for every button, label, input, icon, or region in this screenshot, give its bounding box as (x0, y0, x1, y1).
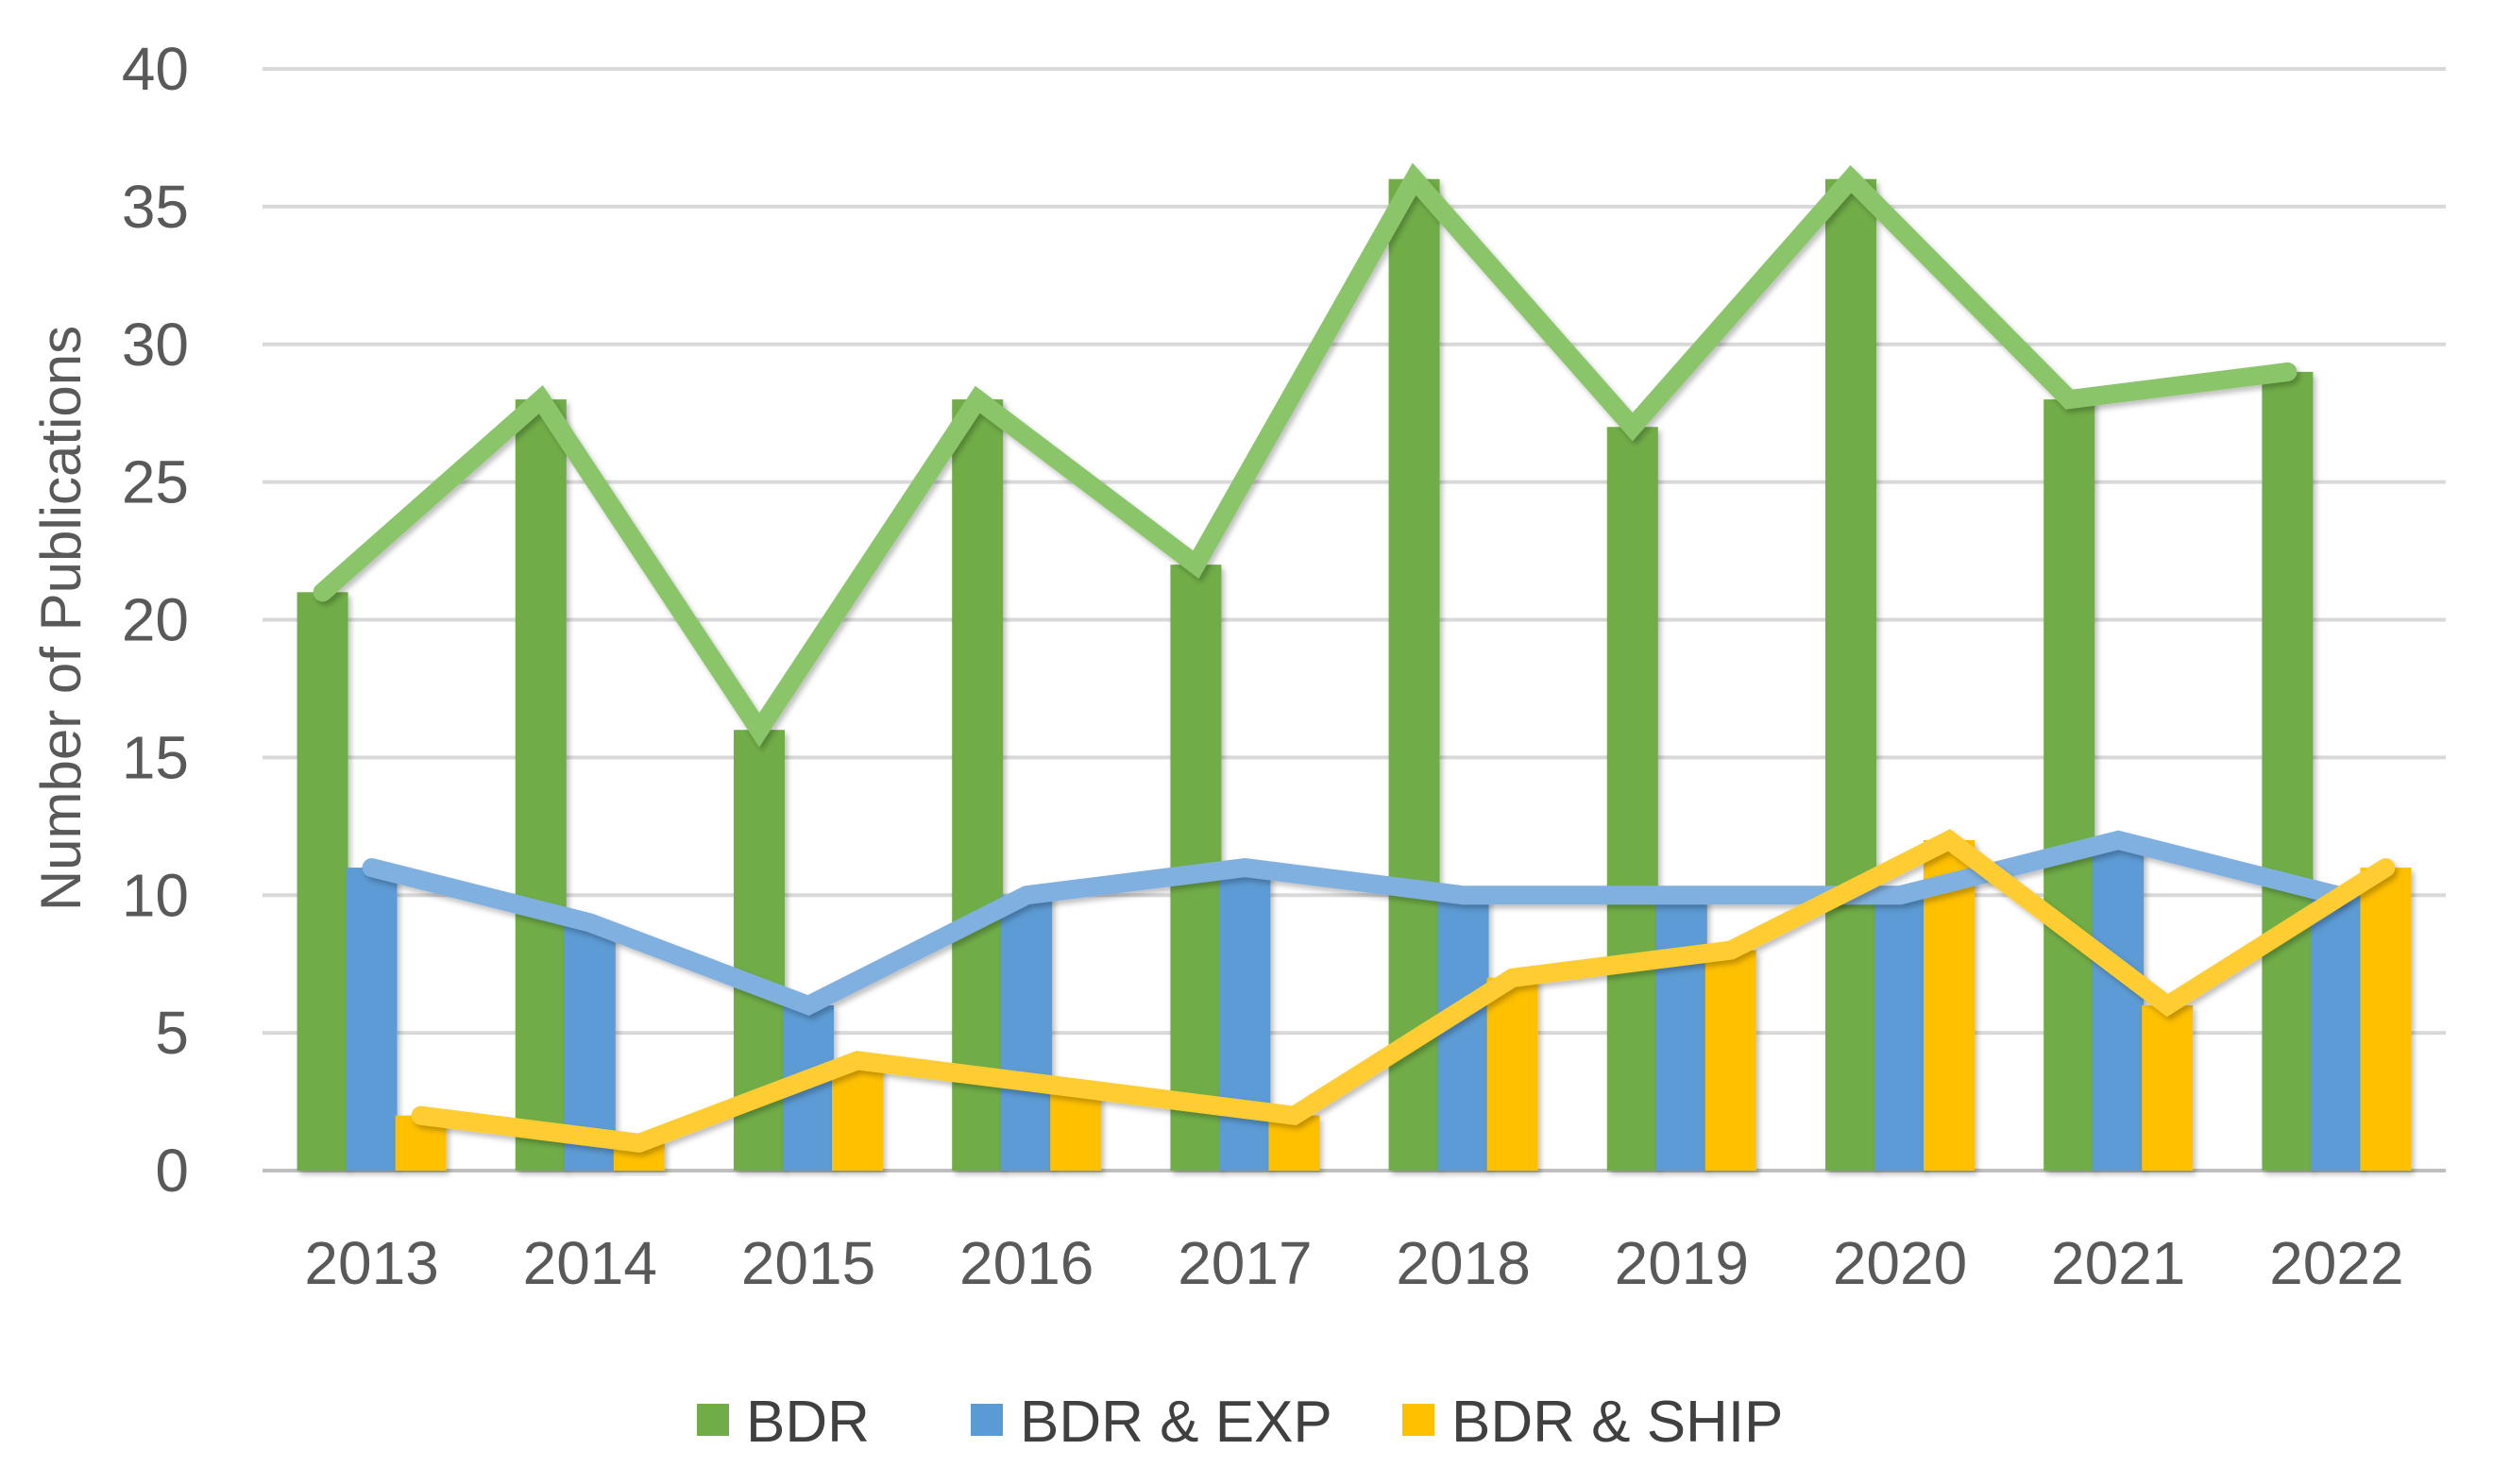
x-tick-label: 2018 (1396, 1229, 1530, 1297)
y-tick-label: 5 (155, 999, 189, 1067)
trend-line-bdr-ship (411, 829, 2396, 1154)
bar-bdr-exp-2017 (1219, 868, 1271, 1171)
x-tick-label: 2016 (959, 1229, 1094, 1297)
bar-bdr-exp-2016 (1001, 895, 1053, 1171)
x-axis-ticks: 2013 2014 2015 2016 2017 2018 2019 2020 2021 2022 (304, 1229, 2403, 1297)
bar-bdr-2016 (952, 399, 1004, 1172)
legend-label: BDR (746, 1390, 870, 1455)
bar-bdr-2018 (1388, 178, 1440, 1172)
bar-bdr-2019 (1606, 427, 1658, 1171)
bar-bdr-ship-2015 (832, 1060, 883, 1171)
y-tick-label: 30 (122, 311, 189, 379)
bar-bdr-2020 (1825, 178, 1876, 1172)
bar-bdr-exp-2020 (1874, 895, 1925, 1171)
y-tick-label: 10 (122, 861, 189, 929)
y-tick-label: 25 (122, 448, 189, 516)
bar-bdr-2013 (297, 592, 348, 1171)
x-tick-label: 2020 (1833, 1229, 1967, 1297)
legend-label: BDR & EXP (1020, 1390, 1332, 1455)
bar-bdr-ship-2019 (1704, 950, 1756, 1171)
bar-bdr-exp-2019 (1655, 895, 1707, 1171)
bar-bdr-2022 (2262, 371, 2314, 1171)
y-tick-label: 35 (122, 173, 189, 241)
legend-swatch (697, 1404, 729, 1436)
bar-bdr-ship-2021 (2142, 1004, 2194, 1171)
x-tick-label: 2015 (741, 1229, 875, 1297)
bar-bdr-ship-2022 (2360, 868, 2412, 1171)
trend-line-bdr (313, 162, 2298, 748)
legend-swatch (971, 1404, 1003, 1436)
y-tick-label: 15 (122, 723, 189, 791)
x-tick-label: 2021 (2051, 1229, 2185, 1297)
x-tick-label: 2019 (1615, 1229, 1749, 1297)
bar-bdr-exp-2013 (346, 868, 398, 1171)
y-axis-ticks: 0 5 10 15 20 25 30 35 40 (122, 35, 189, 1205)
legend-label: BDR & SHIP (1451, 1390, 1783, 1455)
bar-bdr-exp-2018 (1437, 895, 1489, 1171)
gridlines (263, 67, 2446, 1172)
bar-bdr-ship-2018 (1486, 977, 1538, 1171)
y-axis-title: Number of Publications (29, 326, 93, 911)
bar-bdr-ship-2016 (1050, 1088, 1102, 1171)
x-tick-label: 2013 (304, 1229, 438, 1297)
trend-lines (313, 162, 2396, 1154)
bar-bdr-2014 (515, 399, 567, 1172)
bar-bdr-exp-2022 (2311, 895, 2363, 1171)
x-tick-label: 2017 (1178, 1229, 1312, 1297)
trend-line-bdr-exp (362, 830, 2347, 1016)
y-tick-label: 20 (122, 586, 189, 654)
bars (297, 178, 2412, 1172)
x-tick-label: 2014 (523, 1229, 657, 1297)
x-tick-label: 2022 (2269, 1229, 2403, 1297)
legend-swatch (1402, 1404, 1434, 1436)
bar-bdr-2021 (2044, 399, 2095, 1172)
y-tick-label: 0 (155, 1137, 189, 1205)
bar-bdr-exp-2021 (2093, 839, 2145, 1171)
y-tick-label: 40 (122, 35, 189, 103)
legend: BDR BDR & EXP BDR & SHIP (697, 1390, 1783, 1455)
